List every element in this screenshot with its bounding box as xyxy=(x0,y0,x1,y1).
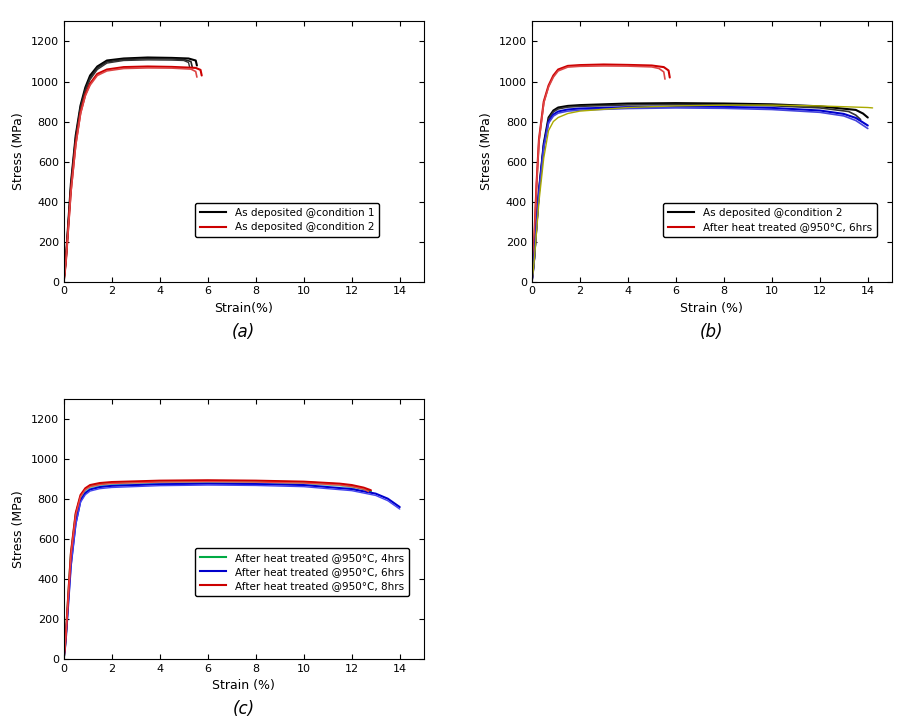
X-axis label: Strain (%): Strain (%) xyxy=(681,302,743,315)
Legend: As deposited @condition 2, After heat treated @950°C, 6hrs: As deposited @condition 2, After heat tr… xyxy=(663,203,877,238)
Legend: As deposited @condition 1, As deposited @condition 2: As deposited @condition 1, As deposited … xyxy=(195,203,379,238)
Y-axis label: Stress (MPa): Stress (MPa) xyxy=(480,112,493,190)
Y-axis label: Stress (MPa): Stress (MPa) xyxy=(12,112,25,190)
Y-axis label: Stress (MPa): Stress (MPa) xyxy=(12,490,25,568)
X-axis label: Strain(%): Strain(%) xyxy=(214,302,273,315)
Text: (b): (b) xyxy=(700,323,723,342)
Text: (a): (a) xyxy=(232,323,256,342)
Text: (c): (c) xyxy=(233,700,255,716)
Legend: After heat treated @950°C, 4hrs, After heat treated @950°C, 6hrs, After heat tre: After heat treated @950°C, 4hrs, After h… xyxy=(195,548,409,596)
X-axis label: Strain (%): Strain (%) xyxy=(212,679,275,692)
